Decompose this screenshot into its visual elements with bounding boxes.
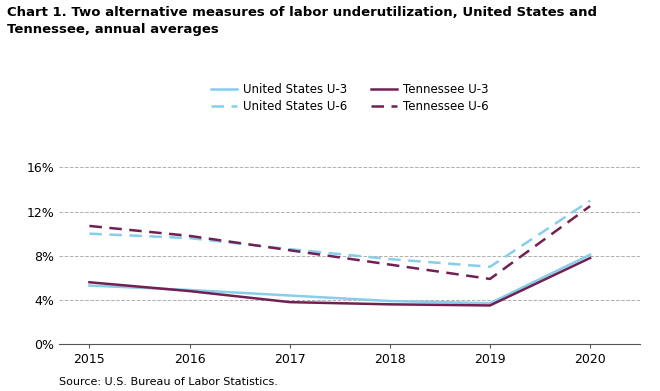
Tennessee U-6	[86, 224, 94, 228]
Text: Source: U.S. Bureau of Labor Statistics.: Source: U.S. Bureau of Labor Statistics.	[59, 377, 279, 387]
Tennessee U-6	[185, 233, 193, 238]
United States U-6	[185, 236, 193, 240]
Tennessee U-3	[86, 280, 94, 285]
United States U-3	[185, 288, 193, 292]
Line: United States U-6: United States U-6	[90, 201, 590, 267]
Line: Tennessee U-3: Tennessee U-3	[90, 258, 590, 305]
United States U-3	[486, 301, 494, 306]
Line: United States U-3: United States U-3	[90, 255, 590, 303]
Tennessee U-6	[386, 262, 394, 267]
United States U-6	[386, 257, 394, 262]
United States U-6	[486, 264, 494, 269]
United States U-3	[86, 283, 94, 288]
Tennessee U-6	[286, 248, 294, 253]
Legend: United States U-3, United States U-6, Tennessee U-3, Tennessee U-6: United States U-3, United States U-6, Te…	[211, 83, 488, 113]
United States U-3	[586, 252, 594, 257]
Tennessee U-3	[586, 256, 594, 260]
Line: Tennessee U-6: Tennessee U-6	[90, 206, 590, 279]
United States U-6	[286, 247, 294, 251]
United States U-3	[286, 293, 294, 298]
Text: Chart 1. Two alternative measures of labor underutilization, United States and
T: Chart 1. Two alternative measures of lab…	[7, 6, 597, 36]
Tennessee U-3	[486, 303, 494, 308]
Tennessee U-3	[185, 289, 193, 293]
Tennessee U-6	[586, 204, 594, 208]
United States U-6	[86, 231, 94, 236]
Tennessee U-3	[386, 302, 394, 307]
Tennessee U-3	[286, 300, 294, 305]
United States U-3	[386, 299, 394, 303]
Tennessee U-6	[486, 276, 494, 281]
United States U-6	[586, 198, 594, 203]
